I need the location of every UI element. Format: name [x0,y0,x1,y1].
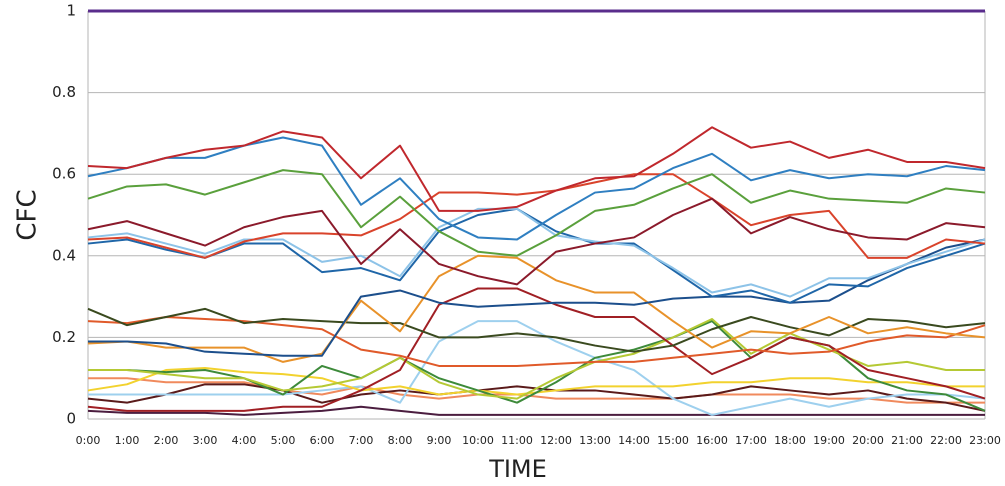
series-line [87,307,986,353]
series-line [87,207,986,298]
x-tick-label: 21:00 [891,434,923,447]
x-tick-label: 9:00 [427,434,452,447]
x-tick-label: 10:00 [462,434,494,447]
series-line [87,126,986,212]
x-tick-label: 14:00 [618,434,650,447]
series-line [88,238,986,357]
series-line [87,197,986,286]
x-tick-label: 1:00 [115,434,140,447]
y-tick-label: 0.2 [52,328,76,346]
series-line [87,136,986,241]
x-tick-label: 0:00 [76,434,101,447]
y-tick-label: 0 [66,410,76,428]
series-line [87,367,985,396]
y-axis-label: CFC [13,189,43,240]
x-tick-label: 12:00 [540,434,572,447]
x-tick-label: 11:00 [501,434,533,447]
x-tick-label: 22:00 [930,434,962,447]
x-tick-label: 20:00 [852,434,884,447]
series-line [87,405,985,416]
x-tick-label: 15:00 [657,434,689,447]
y-tick-label: 1 [66,2,76,20]
series-line [87,169,986,257]
x-tick-label: 3:00 [193,434,218,447]
x-axis-label: TIME [488,455,547,483]
x-tick-label: 8:00 [388,434,413,447]
x-tick-label: 6:00 [310,434,335,447]
x-tick-label: 7:00 [349,434,374,447]
x-tick-label: 13:00 [579,434,611,447]
x-tick-label: 17:00 [735,434,767,447]
x-tick-label: 18:00 [774,434,806,447]
series-line [88,377,985,404]
x-tick-label: 5:00 [271,434,296,447]
x-tick-label: 2:00 [154,434,179,447]
series-line [87,173,986,259]
series-line [88,320,986,416]
series-line [87,207,986,304]
y-tick-label: 0.8 [52,83,76,101]
y-tick-label: 0.6 [52,165,76,183]
x-tick-label: 16:00 [696,434,728,447]
y-tick-label: 0.4 [52,246,76,264]
x-tick-label: 4:00 [232,434,257,447]
x-tick-label: 19:00 [813,434,845,447]
x-tick-label: 23:00 [969,434,1001,447]
series-line [88,318,985,400]
